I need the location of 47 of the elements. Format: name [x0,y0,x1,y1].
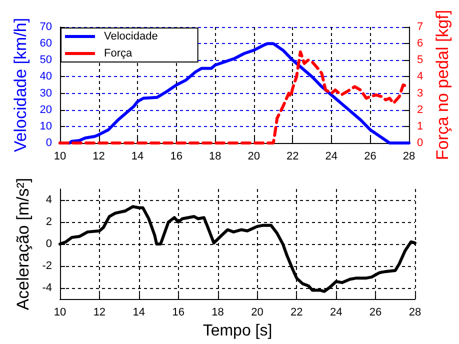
y-axis-title: Velocidade [km/h] [10,18,30,152]
x-tick-label: 26 [369,306,382,319]
y2-tick-label: 2 [416,104,424,116]
x-tick-label: 20 [248,150,260,162]
y-tick-label: 2 [46,216,52,228]
y-axis-title: Aceleração [m/s²] [13,178,32,310]
x-tick-label: 18 [212,306,224,319]
x-tick-label: 14 [132,306,146,319]
x-tick-label: 20 [251,306,264,319]
y-tick-label: 20 [40,104,52,116]
y2-tick-label: 5 [416,54,424,66]
legend-label: Força [104,48,133,60]
x-tick-label: 28 [408,306,422,319]
y2-tick-label: 3 [416,87,424,100]
y2-tick-label: 4 [416,70,424,83]
y2-tick-label: 6 [416,38,424,50]
x-tick-label: 18 [208,150,222,162]
y-tick-label: -4 [42,282,52,294]
x-tick-label: 10 [54,306,66,319]
y-tick-label: 0 [46,137,52,149]
y-tick-label: 0 [46,238,52,250]
x-tick-label: 24 [330,306,342,319]
x-tick-label: 24 [325,150,338,162]
x-tick-label: 22 [290,306,303,319]
y-tick-label: 30 [40,87,52,100]
y2-tick-label: 1 [416,120,424,132]
x-tick-label: 10 [54,150,66,162]
y2-tick-label: 7 [416,21,424,33]
y2-tick-label: 0 [416,137,424,149]
y-tick-label: 40 [40,70,52,83]
y-tick-label: 10 [40,120,52,132]
y-tick-label: 4 [46,194,52,206]
y2-axis-title: Força no pedal [kgf] [433,10,452,160]
y-tick-label: 50 [40,54,52,66]
x-tick-label: 28 [402,150,416,162]
x-tick-label: 16 [170,150,182,162]
x-tick-label: 12 [92,150,105,162]
legend-label: Velocidade [104,30,158,42]
x-tick-label: 12 [93,306,106,319]
x-tick-label: 22 [286,150,299,162]
y-tick-label: -2 [42,260,52,272]
y-tick-label: 60 [40,38,52,50]
x-tick-label: 16 [172,306,184,319]
y-tick-label: 70 [40,21,52,33]
x-tick-label: 26 [364,150,376,162]
x-axis-title: Tempo [s] [202,322,272,340]
x-tick-label: 14 [131,150,144,162]
